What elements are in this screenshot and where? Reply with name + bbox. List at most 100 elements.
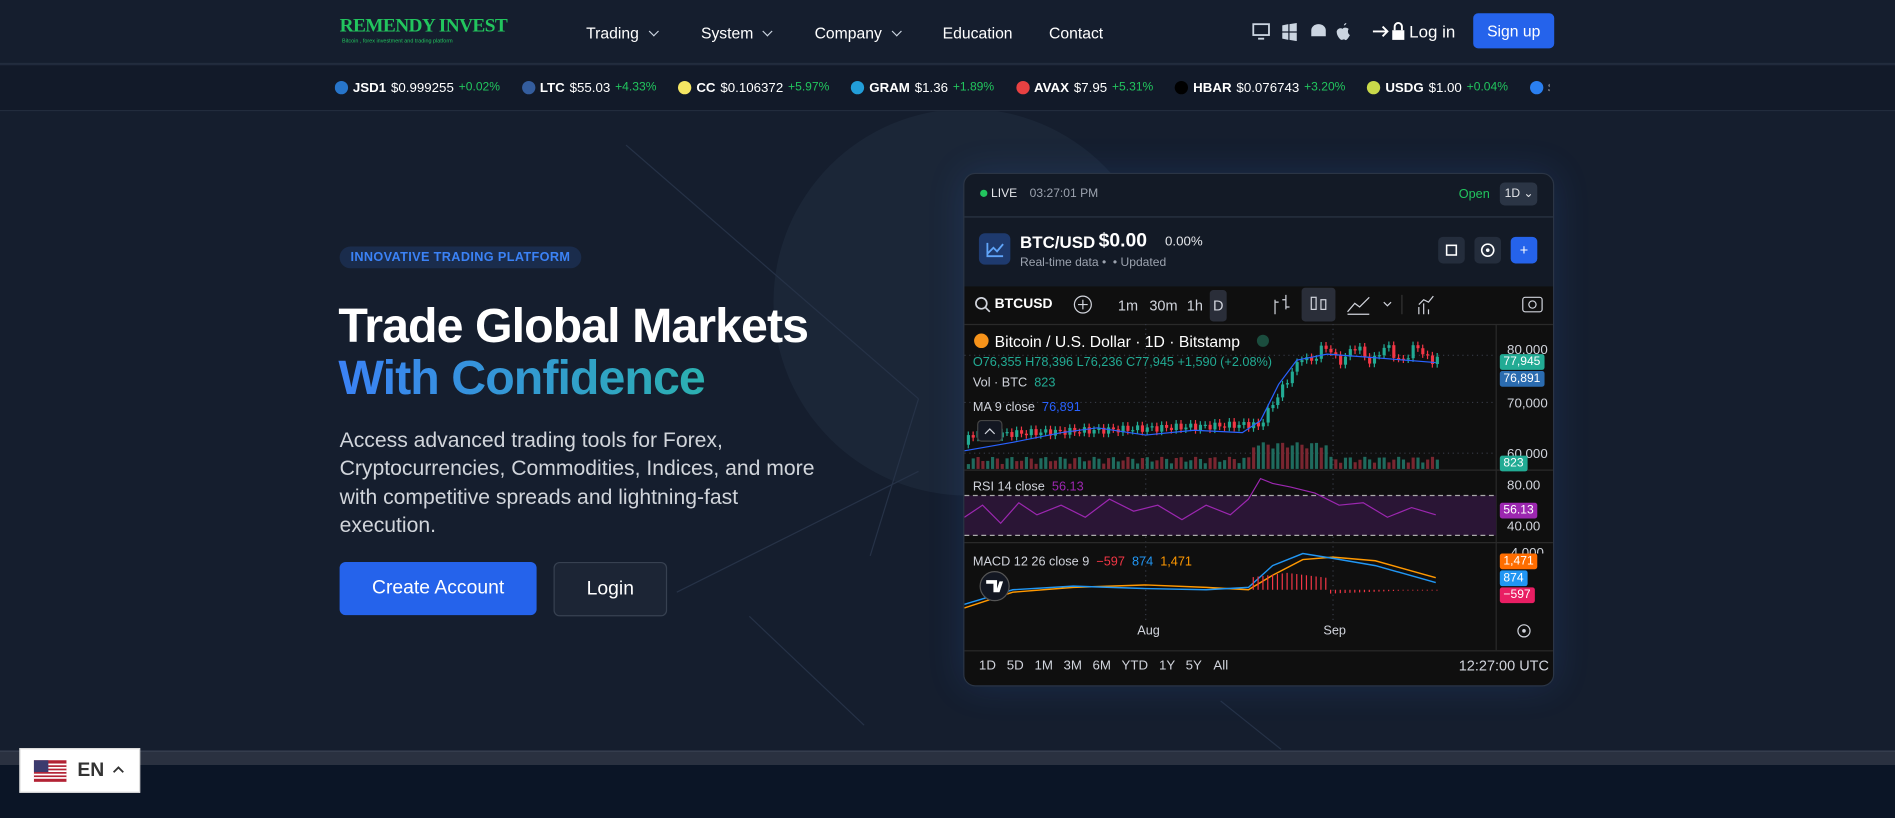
flag-icon [33, 760, 67, 782]
compare-icon[interactable] [1073, 295, 1092, 314]
volume-bar [995, 458, 999, 469]
rsi-tag: 56.13 [1499, 502, 1538, 519]
volume-bar [1169, 463, 1174, 469]
nav-item[interactable]: Trading [586, 24, 659, 43]
range-button[interactable]: 5Y [1185, 658, 1202, 674]
login-link[interactable]: Log in [1409, 21, 1456, 42]
interval-active[interactable]: D [1209, 290, 1227, 322]
search-icon [975, 297, 991, 313]
ticker-change: +1.89% [952, 80, 995, 95]
candle-body [1411, 345, 1415, 359]
volume-bar [981, 460, 985, 469]
range-button[interactable]: 1D [978, 658, 996, 674]
ma-title: MA 9 close [972, 400, 1035, 415]
btc-icon [974, 333, 989, 349]
candle-body [1092, 429, 1096, 434]
candle-body [1300, 360, 1304, 363]
nav-label: Company [814, 24, 882, 43]
range-button[interactable]: YTD [1121, 658, 1149, 674]
range-button[interactable]: 1M [1034, 658, 1053, 674]
macd-title: MACD 12 26 close 9 [972, 554, 1090, 570]
range-button[interactable]: 5D [1006, 658, 1024, 674]
logo[interactable]: REMENDY INVEST [339, 15, 508, 37]
macd-value: 1,471 [1160, 554, 1192, 570]
signup-button[interactable]: Sign up [1473, 13, 1555, 49]
volume-bar [1406, 462, 1410, 469]
candle-body [1339, 354, 1343, 365]
ticker-price: $55.03 [569, 80, 611, 95]
add-button[interactable]: + [1510, 236, 1538, 264]
volume-bar [1145, 457, 1149, 469]
candle-body [1348, 349, 1352, 357]
range-button[interactable]: 3M [1063, 658, 1082, 674]
candle-body [1324, 345, 1328, 349]
volume-bar [1174, 457, 1178, 469]
rsi-value: 56.13 [1051, 479, 1084, 495]
volume-bar [1044, 457, 1048, 469]
volume-bar [1397, 456, 1401, 469]
volume-bar [986, 460, 990, 469]
rsi-label: RSI 14 close 56.13 [973, 480, 1084, 495]
volume-bar [1140, 458, 1145, 469]
volume-bar [1232, 459, 1236, 469]
range-button[interactable]: 1Y [1158, 658, 1176, 674]
language-selector[interactable]: EN [19, 748, 141, 793]
time-axis-label: Aug [1137, 623, 1160, 639]
volume-bar [1034, 463, 1038, 469]
volume-value: 823 [1034, 375, 1056, 391]
macd-value: 874 [1131, 554, 1154, 570]
volume-bar [1000, 463, 1004, 469]
candle-body [1160, 425, 1164, 432]
range-button[interactable]: All [1213, 658, 1229, 674]
candle-body [1358, 346, 1362, 351]
pair-subtitle: Real-time data • • Updated [1020, 256, 1167, 270]
candle-body [1382, 347, 1386, 356]
nav-item[interactable]: Education [942, 24, 1013, 43]
nav-item[interactable]: Contact [1049, 24, 1104, 43]
volume-bar [1368, 459, 1372, 469]
login-button[interactable]: Login [553, 561, 668, 617]
live-dot [980, 189, 988, 197]
nav-item[interactable]: Company [814, 24, 902, 43]
pair-icon [978, 233, 1011, 265]
ticker-price: $1.00 [1428, 80, 1462, 95]
candle-body [1377, 355, 1381, 357]
macd-tag: 1,471 [1499, 553, 1538, 570]
platform-icons[interactable] [1252, 22, 1356, 42]
create-account-button[interactable]: Create Account [339, 561, 537, 616]
candle-body [1290, 371, 1294, 384]
symbol[interactable]: BTCUSD [994, 297, 1053, 312]
ticker-icon [1529, 80, 1544, 95]
nav-item[interactable]: System [701, 24, 773, 42]
interval[interactable]: 1h [1186, 297, 1203, 315]
interval[interactable]: 1m [1117, 297, 1139, 315]
stop-button[interactable] [1438, 236, 1465, 264]
volume-bar [1435, 459, 1439, 469]
volume-bar [1184, 461, 1188, 469]
interval[interactable]: 30m [1149, 297, 1178, 315]
macd-tag: −597 [1499, 587, 1535, 604]
ticker-icon [1175, 80, 1189, 95]
ticker-change: +3.20% [1304, 80, 1346, 95]
ticker-symbol: JSD1 [352, 80, 387, 95]
candle-body [1232, 421, 1236, 428]
volume-bar [1005, 458, 1009, 469]
volume-bar [1087, 460, 1091, 469]
volume-bar [1121, 460, 1125, 469]
volume-bar [1015, 461, 1019, 469]
volume-bar [1058, 456, 1062, 469]
candle-body [1049, 429, 1053, 436]
volume-bar [1421, 462, 1425, 469]
macd-tag: 874 [1499, 570, 1528, 587]
ticker-price: $0.999255 [391, 80, 454, 95]
candle-body [1169, 427, 1174, 431]
interval-select[interactable]: 1D ⌄ [1499, 182, 1538, 206]
range-button[interactable]: 6M [1092, 658, 1111, 674]
market-state: Open [1458, 187, 1490, 202]
record-button[interactable] [1474, 236, 1502, 264]
nav-label: Trading [586, 24, 639, 43]
candle-body [1227, 421, 1232, 428]
ticker-change: +4.33% [615, 80, 657, 95]
candle-body [1150, 426, 1154, 428]
pair-change: 0.00% [1165, 234, 1203, 249]
